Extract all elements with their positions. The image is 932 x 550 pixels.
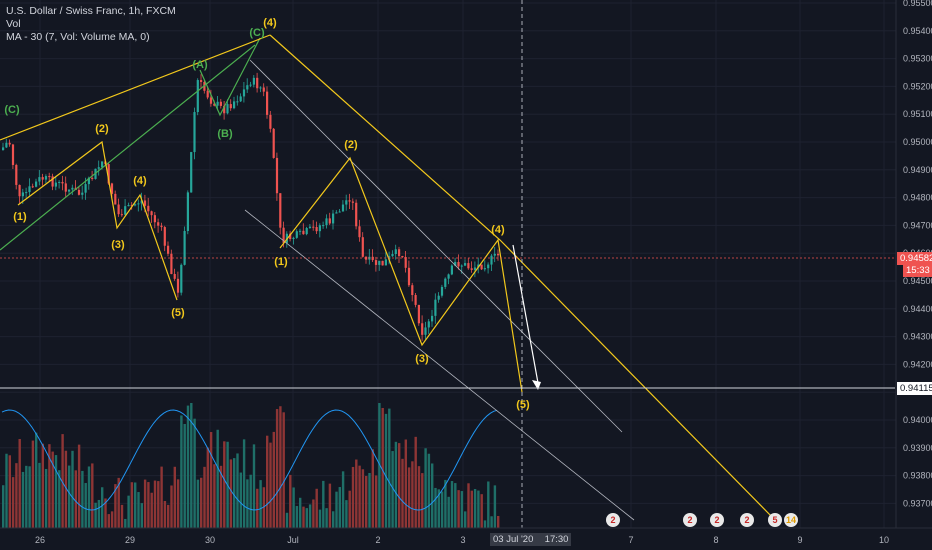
yellow-upper-trend[interactable] [0,34,271,141]
legend-symbol[interactable]: U.S. Dollar / Swiss Franc, 1h, FXCM [6,5,176,17]
event-flag-icon-3[interactable]: 2 [710,513,724,527]
current-price-tag: 0.94582 [897,252,932,265]
hline-price-tag: 0.94115 [897,382,932,395]
wave-label-4b: (4) [491,224,505,236]
wave-label-3a: (3) [111,239,125,251]
event-flag-icon-2[interactable]: 2 [683,513,697,527]
wave-label-a-green: (A) [192,59,208,71]
event-flag-icon-4[interactable]: 2 [740,513,754,527]
price-tick-label: 0.93700 [903,498,932,508]
event-flag-icon-6[interactable]: 14 [784,513,798,527]
wave-label-4-top: (4) [263,17,277,29]
time-tick-label: 9 [797,535,802,545]
green-trend-line[interactable] [0,44,256,251]
wave-label-1a: (1) [13,211,27,223]
crosshair-date: 03 Jul '20 [493,534,534,545]
wave-label-4a: (4) [133,175,147,187]
countdown-tag: 15:33 [903,264,932,277]
projection-arrow[interactable] [512,244,539,384]
wave-label-b-green: (B) [217,128,233,140]
wave-label-1b: (1) [274,256,288,268]
time-tick-label: 10 [879,535,889,545]
wave-label-3b: (3) [415,353,429,365]
chart-grid [0,0,896,528]
volume-ma-line [1,409,498,511]
event-flag-icon-1[interactable]: 2 [606,513,620,527]
event-flag-icon-5[interactable]: 5 [768,513,782,527]
price-candles [2,72,500,341]
time-tick-label: 29 [125,535,135,545]
crosshair-time-tag: 03 Jul '20 17:30 [490,533,572,546]
wave-label-c-green: (C) [249,27,265,39]
wave-label-5b: (5) [516,399,530,411]
channel-upper-line[interactable] [249,59,623,433]
time-tick-label: Jul [287,535,299,545]
time-tick-label: 26 [35,535,45,545]
time-tick-label: 2 [375,535,380,545]
time-tick-label: 30 [205,535,215,545]
time-tick-label: 8 [713,535,718,545]
wave-label-2b: (2) [344,139,358,151]
wave-label-2a: (2) [95,123,109,135]
wave-label-5a: (5) [171,307,185,319]
legend-volume[interactable]: Vol [6,18,21,30]
green-wave-abc[interactable] [199,37,261,117]
chart-legend: U.S. Dollar / Swiss Franc, 1h, FXCM Vol … [6,5,176,44]
legend-ma[interactable]: MA - 30 (7, Vol: Volume MA, 0) [6,31,150,43]
yellow-wave-left[interactable] [17,140,178,301]
crosshair-time: 17:30 [544,534,569,545]
yellow-big-trend[interactable] [269,34,776,521]
time-axis-panel[interactable] [0,528,932,550]
time-tick-label: 7 [628,535,633,545]
time-tick-label: 3 [460,535,465,545]
channel-lower-line[interactable] [244,209,635,521]
wave-label-c-left: (C) [4,104,20,116]
yellow-wave-right[interactable] [279,156,523,393]
volume-histogram [2,403,500,528]
time-axis-ticks: 26 29 30 Jul 2 3 7 8 9 10 [35,535,889,545]
